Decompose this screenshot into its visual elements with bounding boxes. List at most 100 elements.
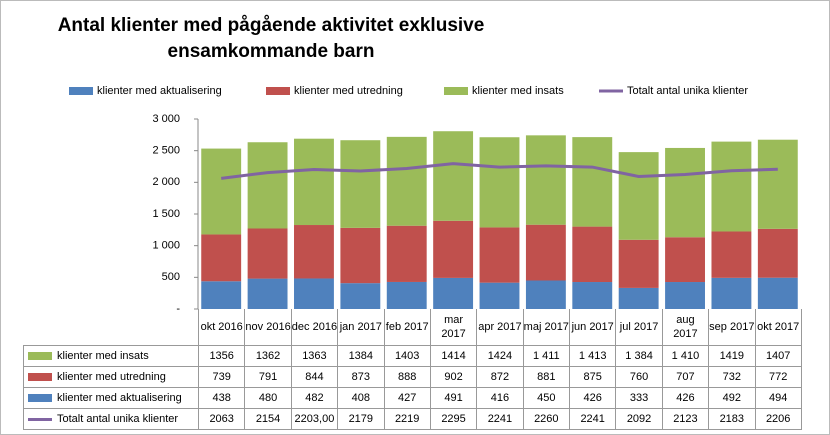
table-row: klienter med aktualisering 438 480 482 408 42… xyxy=(23,387,802,409)
x-tick-label: apr 2017 xyxy=(476,309,524,346)
y-tick-label: 2 000 xyxy=(152,176,180,188)
data-label: 760 xyxy=(615,366,663,388)
data-label: 2183 xyxy=(708,408,756,430)
legend-label: klienter med insats xyxy=(472,85,564,97)
bar xyxy=(294,278,334,309)
bar xyxy=(247,278,288,309)
data-label: 1 413 xyxy=(568,345,617,367)
data-label: 1356 xyxy=(197,345,246,367)
data-label: 872 xyxy=(476,366,524,388)
x-tick-label: maj 2017 xyxy=(522,309,571,346)
x-tick-label: dec 2016 xyxy=(290,309,339,346)
data-label: 2123 xyxy=(661,408,710,430)
data-label: 2092 xyxy=(615,408,663,430)
data-label: 438 xyxy=(197,387,246,409)
data-label: 772 xyxy=(754,366,802,388)
data-label: 1 384 xyxy=(615,345,663,367)
data-label: 2219 xyxy=(383,408,431,430)
line xyxy=(221,162,778,180)
bar xyxy=(711,141,752,232)
bar xyxy=(247,142,288,229)
bar xyxy=(247,228,288,279)
x-tick-label: sep 2017 xyxy=(708,309,756,346)
legend-label: klienter med utredning xyxy=(57,371,166,383)
x-tick-label: mar 2017 xyxy=(429,309,478,346)
bar xyxy=(525,135,566,225)
data-label: 1 411 xyxy=(522,345,571,367)
data-label: 426 xyxy=(568,387,617,409)
data-label: 333 xyxy=(615,387,663,409)
table-series-cell: klienter med utredning xyxy=(23,366,199,388)
data-label: 2295 xyxy=(429,408,478,430)
data-label: 408 xyxy=(337,387,385,409)
x-tick-label: feb 2017 xyxy=(383,309,431,346)
data-label: 1424 xyxy=(476,345,524,367)
bar xyxy=(340,227,381,284)
bar xyxy=(618,287,659,309)
y-tick-label: 2 500 xyxy=(152,145,180,157)
bar xyxy=(201,234,242,282)
y-tick-label: 1 000 xyxy=(152,240,180,252)
bar xyxy=(433,220,474,278)
x-tick-label: aug 2017 xyxy=(661,309,710,346)
data-label: 732 xyxy=(708,366,756,388)
legend-key xyxy=(266,87,290,95)
data-label: 707 xyxy=(661,366,710,388)
bar xyxy=(433,131,474,221)
x-tick-label: okt 2016 xyxy=(197,309,246,346)
bar xyxy=(433,277,474,309)
table-series-cell: klienter med insats xyxy=(23,345,199,367)
data-label: 1384 xyxy=(337,345,385,367)
data-label: 2260 xyxy=(522,408,571,430)
table-row: Totalt antal unika klienter 2063 2154 2203,… xyxy=(23,408,802,430)
bar xyxy=(572,226,613,283)
x-tick-label: nov 2016 xyxy=(244,309,292,346)
bar xyxy=(386,225,427,282)
table-series-cell: Totalt antal unika klienter xyxy=(23,408,199,430)
bar xyxy=(201,148,242,235)
legend-label: Totalt antal unika klienter xyxy=(627,85,748,97)
x-tick-label: jan 2017 xyxy=(337,309,385,346)
data-label: 1362 xyxy=(244,345,292,367)
bar xyxy=(479,137,520,228)
bar xyxy=(572,282,613,309)
legend-key xyxy=(69,87,93,95)
data-label: 482 xyxy=(290,387,339,409)
legend-label: klienter med aktualisering xyxy=(97,85,222,97)
bar xyxy=(665,147,705,238)
bar xyxy=(294,138,334,226)
data-label: 739 xyxy=(197,366,246,388)
bar xyxy=(294,225,334,279)
data-label: 873 xyxy=(337,366,385,388)
bar xyxy=(757,277,798,309)
data-label: 2154 xyxy=(244,408,292,430)
data-label: 791 xyxy=(244,366,292,388)
data-label: 1407 xyxy=(754,345,802,367)
data-label: 844 xyxy=(290,366,339,388)
data-label: 426 xyxy=(661,387,710,409)
bar xyxy=(618,152,659,240)
data-label: 450 xyxy=(522,387,571,409)
y-tick-label: - xyxy=(176,303,180,315)
y-tick-label: 3 000 xyxy=(152,113,180,125)
data-label: 1 410 xyxy=(661,345,710,367)
legend-key xyxy=(28,417,52,421)
data-label: 875 xyxy=(568,366,617,388)
data-table: okt 2016 nov 2016 dec 2016 jan 2017 feb 2017… xyxy=(23,309,802,430)
bar xyxy=(525,224,566,281)
legend-key xyxy=(28,373,52,382)
data-label: 427 xyxy=(383,387,431,409)
bar xyxy=(340,283,381,309)
data-label: 480 xyxy=(244,387,292,409)
data-label: 416 xyxy=(476,387,524,409)
bar xyxy=(618,239,659,288)
bar xyxy=(525,280,566,309)
data-label: 2203,00 xyxy=(290,408,339,430)
legend-key xyxy=(28,352,52,361)
bar xyxy=(201,281,242,309)
data-label: 1403 xyxy=(383,345,431,367)
data-label: 494 xyxy=(754,387,802,409)
bar xyxy=(665,237,705,283)
data-label: 902 xyxy=(429,366,478,388)
